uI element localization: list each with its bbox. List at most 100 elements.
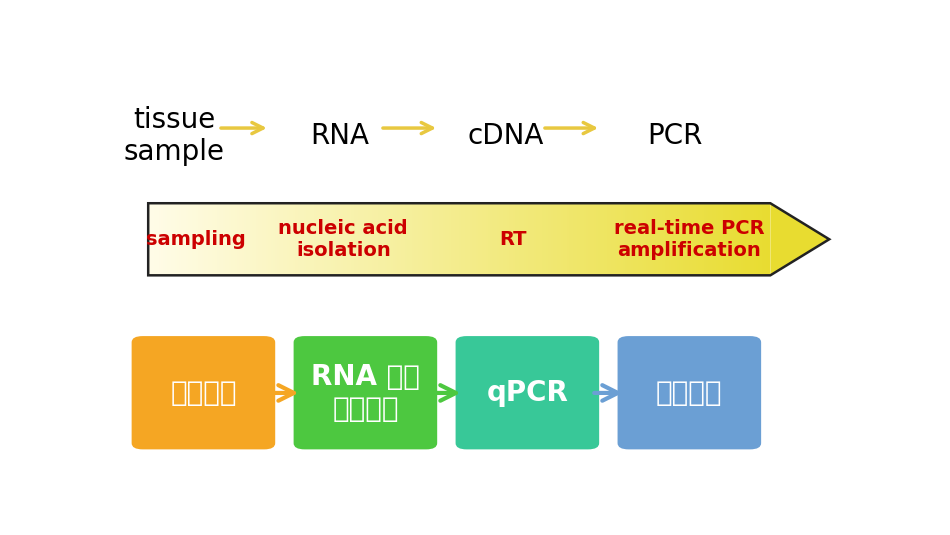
Polygon shape	[690, 203, 692, 276]
Polygon shape	[619, 203, 621, 276]
Polygon shape	[688, 203, 690, 276]
Polygon shape	[588, 203, 590, 276]
Polygon shape	[769, 203, 770, 276]
Polygon shape	[171, 203, 173, 276]
Polygon shape	[150, 203, 152, 276]
Polygon shape	[497, 203, 499, 276]
Polygon shape	[611, 203, 613, 276]
Polygon shape	[462, 203, 464, 276]
Polygon shape	[370, 203, 372, 276]
Polygon shape	[446, 203, 449, 276]
Polygon shape	[314, 203, 316, 276]
Polygon shape	[217, 203, 218, 276]
Polygon shape	[704, 203, 706, 276]
Polygon shape	[190, 203, 192, 276]
Polygon shape	[735, 203, 737, 276]
Polygon shape	[390, 203, 393, 276]
Polygon shape	[161, 203, 162, 276]
Polygon shape	[187, 203, 190, 276]
Polygon shape	[600, 203, 602, 276]
Polygon shape	[743, 203, 746, 276]
Polygon shape	[173, 203, 175, 276]
Polygon shape	[476, 203, 478, 276]
Polygon shape	[273, 203, 275, 276]
Polygon shape	[658, 203, 660, 276]
Polygon shape	[227, 203, 229, 276]
Polygon shape	[571, 203, 573, 276]
Polygon shape	[350, 203, 351, 276]
Text: 数据分析: 数据分析	[656, 379, 723, 407]
Polygon shape	[548, 203, 550, 276]
Text: qPCR: qPCR	[486, 379, 568, 407]
Polygon shape	[241, 203, 243, 276]
Text: cDNA: cDNA	[467, 123, 543, 150]
Polygon shape	[770, 203, 829, 276]
Polygon shape	[492, 203, 495, 276]
Polygon shape	[546, 203, 548, 276]
Polygon shape	[725, 203, 727, 276]
Polygon shape	[181, 203, 183, 276]
Polygon shape	[238, 203, 239, 276]
Polygon shape	[474, 203, 476, 276]
Polygon shape	[746, 203, 748, 276]
Polygon shape	[711, 203, 712, 276]
Polygon shape	[708, 203, 711, 276]
Polygon shape	[155, 203, 157, 276]
Polygon shape	[162, 203, 164, 276]
Polygon shape	[413, 203, 416, 276]
Polygon shape	[385, 203, 387, 276]
Text: real-time PCR
amplification: real-time PCR amplification	[614, 219, 765, 260]
Polygon shape	[569, 203, 571, 276]
Polygon shape	[692, 203, 694, 276]
Polygon shape	[294, 203, 295, 276]
Polygon shape	[368, 203, 371, 276]
Polygon shape	[327, 203, 329, 276]
Polygon shape	[337, 203, 339, 276]
Polygon shape	[443, 203, 445, 276]
Polygon shape	[542, 203, 544, 276]
Polygon shape	[637, 203, 639, 276]
Polygon shape	[302, 203, 304, 276]
Polygon shape	[767, 203, 769, 276]
Polygon shape	[424, 203, 427, 276]
Polygon shape	[345, 203, 348, 276]
Polygon shape	[753, 203, 756, 276]
Polygon shape	[509, 203, 511, 276]
Polygon shape	[283, 203, 285, 276]
Polygon shape	[223, 203, 225, 276]
Polygon shape	[499, 203, 501, 276]
Polygon shape	[486, 203, 488, 276]
Polygon shape	[609, 203, 611, 276]
Polygon shape	[700, 203, 702, 276]
Polygon shape	[681, 203, 683, 276]
Polygon shape	[578, 203, 580, 276]
Polygon shape	[422, 203, 424, 276]
Polygon shape	[355, 203, 357, 276]
Polygon shape	[380, 203, 383, 276]
Polygon shape	[329, 203, 331, 276]
Polygon shape	[236, 203, 238, 276]
Polygon shape	[598, 203, 600, 276]
Polygon shape	[621, 203, 623, 276]
Polygon shape	[289, 203, 292, 276]
Polygon shape	[231, 203, 233, 276]
Polygon shape	[393, 203, 395, 276]
Polygon shape	[504, 203, 507, 276]
Polygon shape	[362, 203, 364, 276]
Polygon shape	[376, 203, 378, 276]
Polygon shape	[304, 203, 306, 276]
Polygon shape	[495, 203, 497, 276]
Polygon shape	[536, 203, 538, 276]
Polygon shape	[281, 203, 283, 276]
FancyBboxPatch shape	[456, 336, 599, 449]
Polygon shape	[159, 203, 161, 276]
Polygon shape	[665, 203, 667, 276]
Polygon shape	[180, 203, 181, 276]
Polygon shape	[480, 203, 482, 276]
Polygon shape	[256, 203, 258, 276]
Polygon shape	[565, 203, 567, 276]
Polygon shape	[449, 203, 451, 276]
Polygon shape	[590, 203, 592, 276]
Polygon shape	[264, 203, 266, 276]
Polygon shape	[656, 203, 658, 276]
